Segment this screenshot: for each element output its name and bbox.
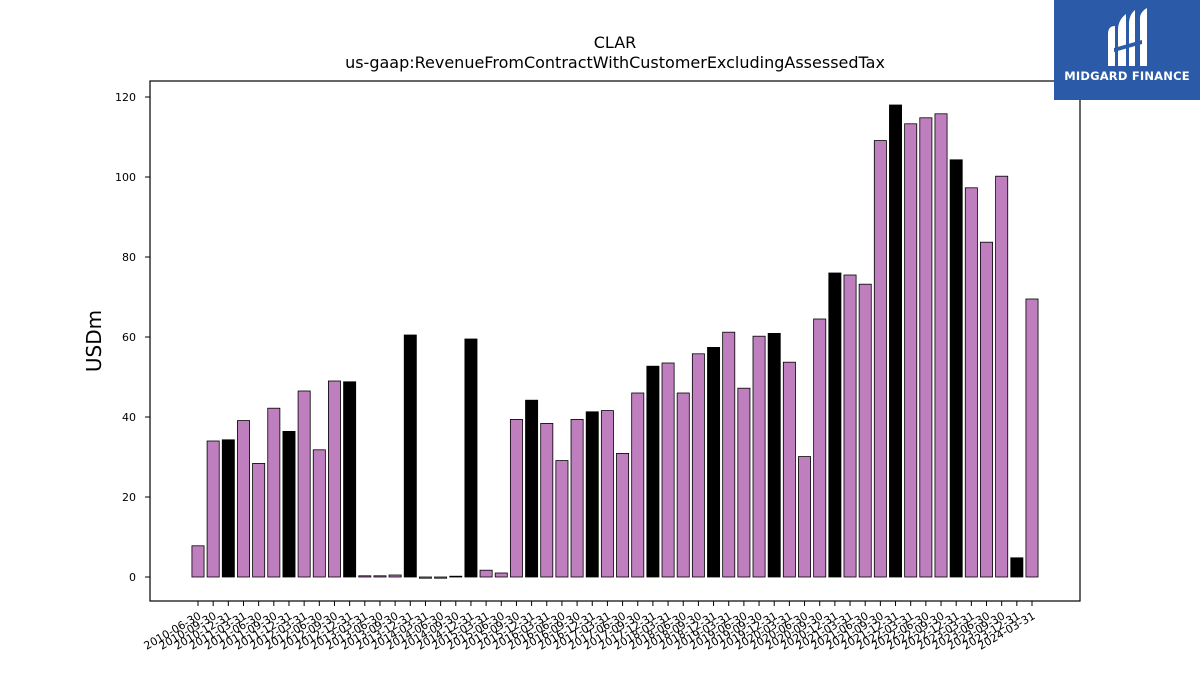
bar-2020-09-30: [813, 318, 827, 578]
bar-2023-12-31: [1010, 557, 1024, 578]
bar-2013-03-31: [358, 575, 372, 578]
bar-2021-12-31: [889, 104, 902, 578]
bar-2022-03-31: [904, 123, 918, 578]
bar-2015-03-31: [479, 569, 493, 578]
bar-2019-03-31: [722, 331, 736, 578]
bar-2015-06-30: [494, 572, 508, 578]
y-ticks-group: 0 20 40 60 80 100 120: [115, 91, 150, 584]
bar-2010-12-31: [221, 439, 235, 578]
plot-frame: [149, 80, 1081, 602]
bar-2022-09-30: [934, 113, 948, 578]
bar-2012-03-31: [297, 390, 311, 578]
bar-2024-03-31: [1025, 298, 1039, 578]
bar-2018-03-31: [661, 362, 675, 578]
bar-2020-03-31: [782, 361, 796, 578]
y-tick-label: 60: [122, 331, 136, 344]
bar-2021-09-30: [873, 140, 887, 578]
bar-2018-06-30: [676, 392, 690, 578]
bar-2012-12-31: [343, 381, 357, 578]
bar-2018-09-30: [691, 353, 705, 578]
bar-2017-09-30: [631, 392, 645, 578]
bar-2011-09-30: [267, 407, 281, 578]
bar-2016-09-30: [570, 418, 584, 578]
y-tick-label: 20: [122, 491, 136, 504]
bar-2013-12-31: [403, 334, 417, 578]
bar-2014-06-30: [434, 576, 448, 579]
bar-2011-12-31: [282, 430, 296, 578]
bar-2018-12-31: [707, 346, 721, 578]
bar-2023-09-30: [995, 175, 1009, 578]
bar-2014-09-30: [449, 575, 463, 578]
y-axis-label: USDm: [82, 310, 106, 372]
bar-2023-06-30: [980, 241, 993, 578]
bar-2010-09-30: [206, 440, 220, 578]
bar-2016-03-31: [540, 422, 554, 578]
y-tick-label: 0: [129, 571, 136, 584]
bar-2015-12-31: [525, 399, 539, 578]
bar-2021-03-31: [843, 274, 857, 578]
logo-text: MIDGARD FINANCE: [1064, 69, 1190, 83]
y-tick-label: 80: [122, 251, 136, 264]
bar-2019-09-30: [752, 335, 766, 578]
bar-2019-12-31: [767, 332, 781, 578]
bar-2021-06-30: [858, 283, 872, 578]
bar-2017-06-30: [616, 452, 630, 578]
bar-2020-06-30: [798, 456, 812, 578]
bar-2013-06-30: [373, 575, 387, 578]
bar-2010-06-30: [191, 545, 205, 578]
bar-2012-09-30: [328, 380, 341, 578]
midgard-logo-icon: [1108, 8, 1147, 66]
y-tick-label: 120: [115, 91, 136, 104]
bar-2013-09-30: [388, 574, 402, 578]
bar-2012-06-30: [312, 449, 326, 578]
bar-2017-03-31: [600, 410, 614, 578]
x-ticks-group: 2010-06-302010-09-302010-12-312011-03-31…: [142, 601, 1038, 653]
bar-2015-09-30: [509, 418, 523, 578]
bar-2020-12-31: [828, 272, 842, 578]
bars-group: [191, 104, 1039, 579]
bar-2023-03-31: [964, 187, 978, 578]
brand-logo: MIDGARD FINANCE: [1054, 0, 1200, 100]
bar-2014-12-31: [464, 338, 478, 578]
bar-2011-06-30: [252, 462, 266, 578]
bar-2022-06-30: [919, 117, 933, 578]
chart-subtitle: us-gaap:RevenueFromContractWithCustomerE…: [345, 53, 885, 72]
y-tick-label: 100: [115, 171, 136, 184]
bar-2016-06-30: [555, 460, 569, 578]
bar-2014-03-31: [418, 576, 432, 579]
bar-2022-12-31: [949, 159, 963, 578]
bar-2017-12-31: [646, 365, 660, 578]
bar-2019-06-30: [737, 387, 751, 578]
chart-title: CLAR: [594, 33, 637, 52]
bar-2016-12-31: [585, 411, 599, 578]
bar-2011-03-31: [237, 420, 250, 578]
y-tick-label: 40: [122, 411, 136, 424]
